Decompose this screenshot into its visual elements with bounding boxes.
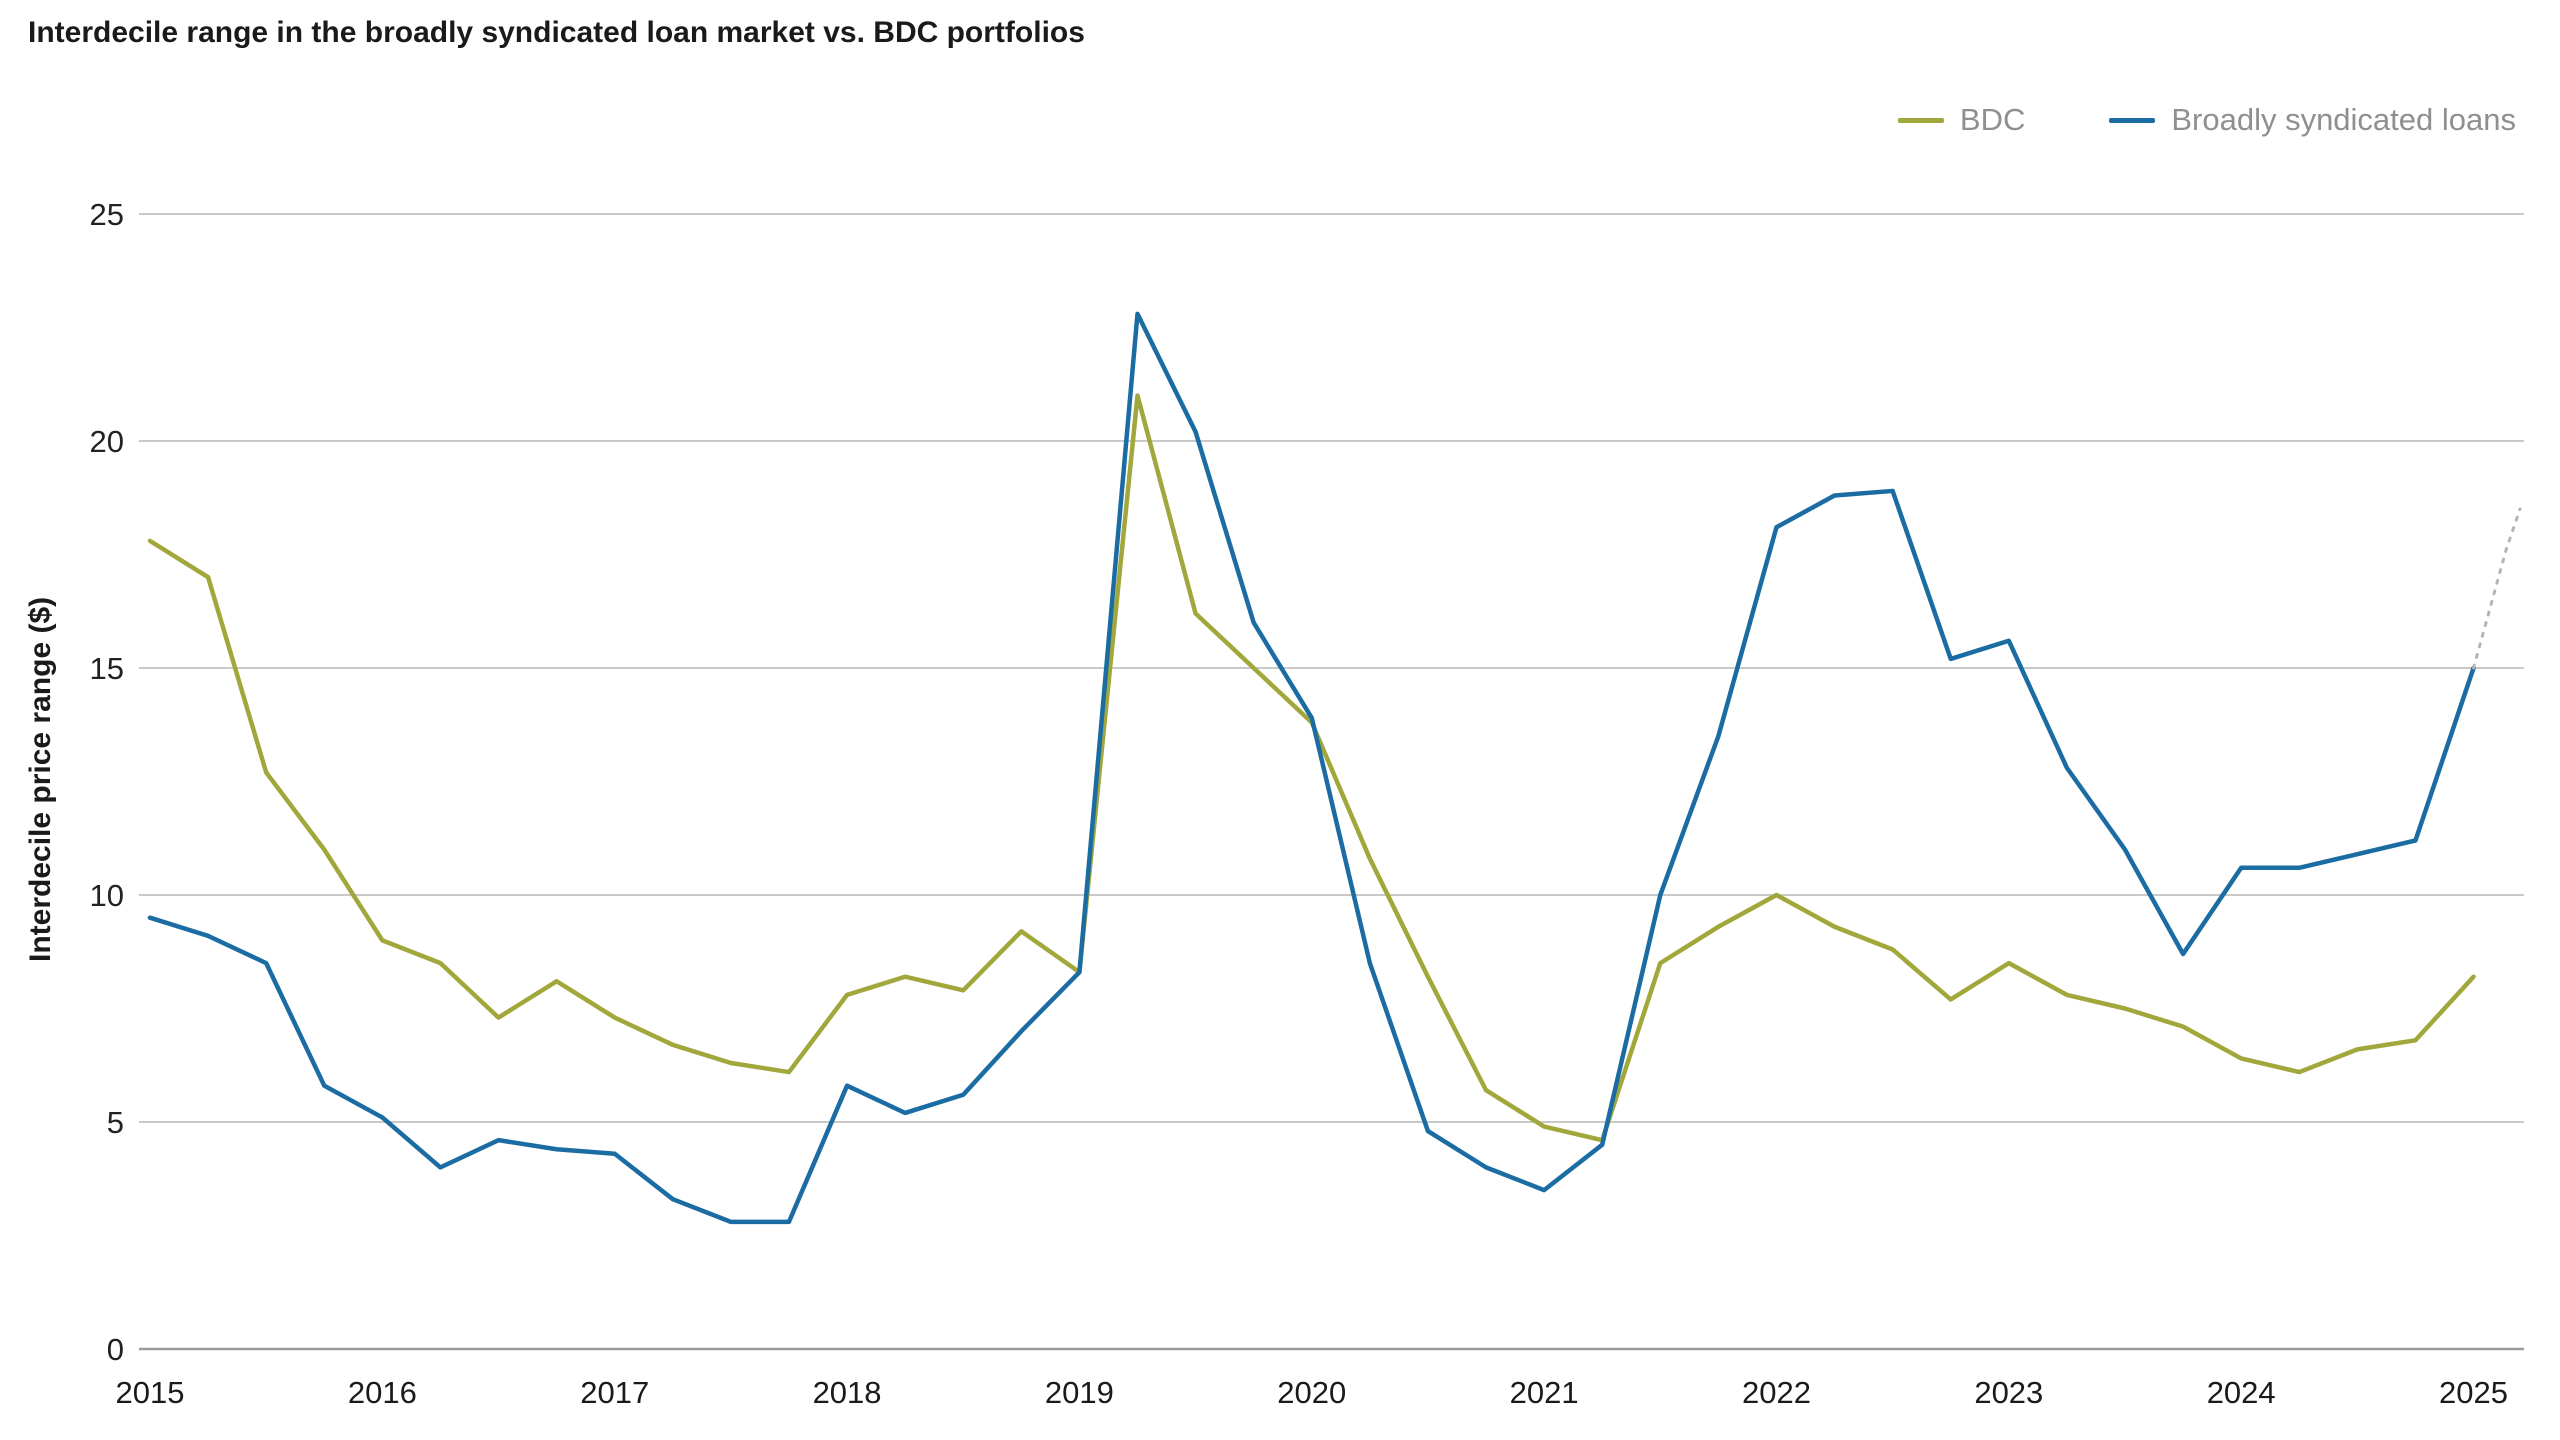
svg-text:10: 10: [90, 878, 124, 913]
bsl-line-swatch: [2109, 117, 2156, 123]
legend-item-bdc: BDC: [1897, 102, 2026, 138]
svg-text:2019: 2019: [1045, 1375, 1114, 1410]
bdc-line-swatch: [1897, 117, 1944, 123]
svg-text:0: 0: [107, 1332, 124, 1367]
svg-text:2023: 2023: [1974, 1375, 2043, 1410]
svg-text:2025: 2025: [2439, 1375, 2508, 1410]
svg-text:2022: 2022: [1742, 1375, 1811, 1410]
chart-title: Interdecile range in the broadly syndica…: [28, 16, 1085, 49]
svg-text:2017: 2017: [580, 1375, 649, 1410]
svg-text:5: 5: [107, 1105, 124, 1140]
legend: BDC Broadly syndicated loans: [1897, 102, 2516, 138]
svg-text:2021: 2021: [1510, 1375, 1579, 1410]
svg-text:2016: 2016: [348, 1375, 417, 1410]
legend-label-bdc: BDC: [1959, 102, 2026, 137]
svg-text:2024: 2024: [2207, 1375, 2276, 1410]
svg-text:20: 20: [90, 424, 124, 459]
legend-item-broadly-syndicated-loans: Broadly syndicated loans: [2109, 102, 2516, 138]
legend-label-bsl: Broadly syndicated loans: [2171, 102, 2516, 137]
svg-text:2020: 2020: [1277, 1375, 1346, 1410]
svg-text:15: 15: [90, 651, 124, 686]
svg-text:2018: 2018: [813, 1375, 882, 1410]
svg-text:25: 25: [90, 197, 124, 232]
svg-text:2015: 2015: [116, 1375, 185, 1410]
